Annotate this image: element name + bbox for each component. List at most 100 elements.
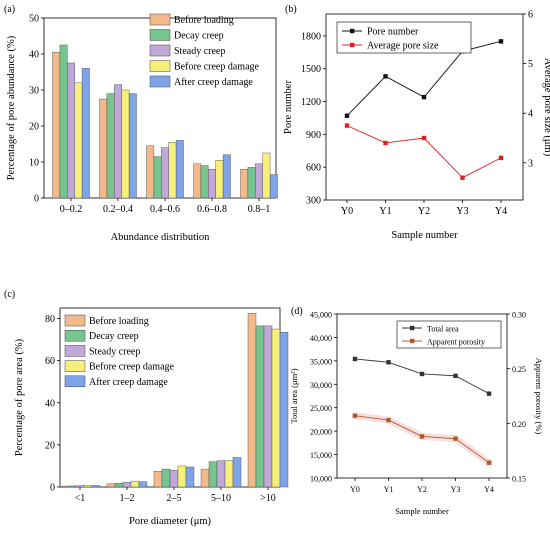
bar: [168, 141, 177, 199]
bar: [269, 174, 278, 199]
bar: [224, 460, 234, 488]
y-tick-label: 25,000: [310, 404, 332, 413]
x-tick-label: >10: [260, 493, 276, 504]
bar: [106, 93, 115, 199]
y2-tick-label: 3: [528, 158, 533, 169]
y-tick-label: 35,000: [310, 357, 332, 366]
x-axis-label: Sample number: [391, 230, 458, 241]
data-point: [486, 391, 492, 396]
x-tick-label: Y3: [451, 485, 461, 494]
y-tick-label: 30: [29, 86, 39, 97]
y-tick-label: 30,000: [310, 381, 332, 390]
x-tick-label: 2–5: [167, 493, 182, 504]
x-tick-label: Y4: [484, 485, 494, 494]
legend-marker: [410, 338, 415, 344]
legend-label: Decay creep: [89, 331, 139, 342]
x-tick-label: 0–0.2: [60, 204, 83, 215]
legend-label: Average pore size: [367, 41, 439, 52]
x-axis-label: Abundance distribution: [111, 232, 211, 243]
y-tick-label: 10,000: [310, 475, 332, 484]
bar: [99, 98, 108, 199]
legend-label: Before loading: [174, 15, 234, 26]
bar: [200, 468, 210, 488]
y2-tick-label: 5: [528, 59, 533, 70]
y-tick-label: 300: [306, 196, 321, 207]
legend-label: Steady creep: [174, 46, 225, 57]
x-tick-label: 0.4–0.6: [150, 204, 180, 215]
y-tick-label: 10: [29, 158, 39, 169]
bar: [247, 313, 257, 488]
y-tick-label: 20: [29, 122, 39, 133]
x-tick-label: Y1: [379, 206, 391, 217]
bar: [161, 468, 171, 488]
bar: [208, 461, 218, 488]
bar: [193, 163, 202, 199]
legend-swatch: [64, 375, 86, 388]
x-tick-label: Y2: [417, 485, 427, 494]
x-tick-label: Y3: [456, 206, 468, 217]
bar: [52, 52, 61, 199]
bar: [67, 485, 77, 488]
y-tick-label: 15,000: [310, 451, 332, 460]
legend-swatch: [64, 345, 86, 357]
legend-label: After creep damage: [89, 377, 168, 388]
y-tick-label: 0: [50, 483, 55, 494]
bar: [114, 84, 122, 199]
bar: [271, 328, 281, 488]
y-tick-label: 900: [306, 130, 321, 141]
y-tick-label: 1500: [301, 64, 321, 75]
bar: [177, 465, 187, 488]
legend-label: Total area: [427, 325, 459, 334]
y2-axis-label: Apparent porosity (%): [534, 358, 544, 435]
y-tick-label: 1200: [301, 97, 321, 108]
bar: [222, 154, 231, 199]
legend-swatch: [64, 314, 86, 327]
data-point: [419, 434, 425, 439]
bar: [67, 62, 75, 199]
y-tick-label: 0: [34, 194, 39, 205]
y2-tick-label: 6: [528, 10, 533, 21]
y2-tick-label: 4: [528, 109, 533, 120]
x-tick-label: <1: [75, 493, 86, 504]
data-point: [421, 135, 427, 141]
y-axis-label: Total area (μm²): [289, 368, 299, 423]
legend-label: Pore number: [367, 27, 419, 38]
bar: [169, 469, 179, 488]
data-point: [421, 94, 427, 100]
bar: [138, 481, 148, 488]
data-point: [383, 74, 388, 79]
legend-swatch: [149, 75, 171, 88]
data-point: [344, 113, 350, 118]
bar: [215, 159, 224, 199]
y-axis-label: Percentage of pore abundance (%): [6, 35, 17, 180]
x-tick-label: 0.8–1: [248, 204, 271, 215]
bar: [263, 325, 273, 488]
bar: [255, 325, 265, 488]
y-axis-label: Pore number: [283, 80, 294, 134]
y-axis-label: Percentage of pore area (%): [14, 338, 25, 456]
bar: [208, 168, 216, 199]
legend-label: Before creep damage: [174, 62, 260, 73]
bar: [232, 457, 242, 488]
y-tick-label: 40: [29, 50, 39, 61]
legend-swatch: [149, 44, 171, 57]
y-tick-label: 40: [45, 398, 55, 409]
data-point: [453, 373, 458, 379]
bar: [175, 140, 184, 199]
bar: [59, 44, 68, 199]
y2-tick-label: 0.25: [512, 365, 526, 374]
x-tick-label: 1–2: [120, 493, 135, 504]
legend-label: Steady creep: [89, 346, 140, 357]
legend-label: Decay creep: [174, 31, 224, 42]
panel-a-label: (a): [4, 4, 15, 15]
legend-box: [396, 320, 502, 349]
chart-b-frame: [325, 13, 524, 201]
bar: [122, 482, 132, 488]
x-tick-label: 5–10: [211, 493, 231, 504]
data-point: [419, 371, 425, 377]
data-point: [352, 356, 358, 362]
panel-b-label: (b): [285, 4, 297, 15]
bar: [146, 145, 155, 199]
data-point: [486, 460, 492, 465]
